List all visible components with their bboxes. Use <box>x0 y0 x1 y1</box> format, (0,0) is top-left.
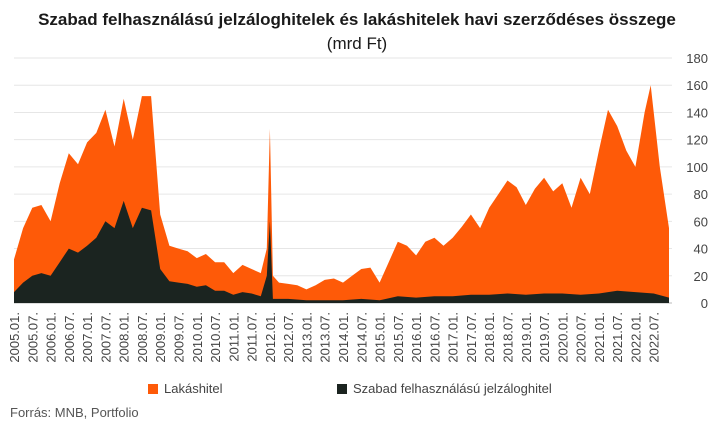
x-tick-label: 2012.07. <box>281 312 296 363</box>
y-tick-label: 80 <box>694 187 708 202</box>
chart-title: Szabad felhasználású jelzáloghitelek és … <box>38 10 676 29</box>
x-tick-label: 2008.07. <box>135 312 150 363</box>
x-tick-label: 2012.01. <box>263 312 278 363</box>
x-axis-ticks: 2005.01. 2005.07. 2006.01. 2006.07. 2007.01.… <box>7 312 662 363</box>
x-tick-label: 2005.07. <box>25 312 40 363</box>
x-tick-label: 2006.07. <box>62 312 77 363</box>
legend-label-lakashitel: Lakáshitel <box>164 381 223 396</box>
y-axis-ticks: 0 20 40 60 80 100 120 140 160 180 <box>686 51 708 311</box>
x-tick-label: 2018.07. <box>501 312 516 363</box>
y-tick-label: 180 <box>686 51 708 66</box>
area-series-szabad-felhasznalasu <box>14 200 669 303</box>
y-tick-label: 60 <box>694 214 708 229</box>
x-tick-label: 2020.01. <box>555 312 570 363</box>
x-tick-label: 2015.07. <box>391 312 406 363</box>
x-tick-label: 2011.07. <box>245 312 260 362</box>
x-tick-label: 2022.07. <box>647 312 662 363</box>
x-tick-label: 2014.07. <box>354 312 369 363</box>
x-tick-label: 2009.01. <box>153 312 168 363</box>
x-tick-label: 2020.07. <box>574 312 589 363</box>
x-tick-label: 2019.07. <box>537 312 552 363</box>
x-tick-label: 2021.01. <box>592 312 607 363</box>
x-tick-label: 2005.01. <box>7 312 22 363</box>
x-tick-label: 2006.01. <box>44 312 59 363</box>
legend-swatch-szabad <box>337 383 347 394</box>
legend-item-szabad: Szabad felhasználású jelzáloghitel <box>337 381 552 396</box>
x-tick-label: 2010.07. <box>208 312 223 363</box>
x-tick-label: 2019.01. <box>519 312 534 363</box>
y-tick-label: 120 <box>686 133 708 148</box>
chart-subtitle: (mrd Ft) <box>326 34 388 53</box>
x-tick-label: 2009.07. <box>172 312 187 363</box>
x-tick-label: 2016.01. <box>409 312 424 363</box>
x-tick-label: 2013.07. <box>318 312 333 363</box>
y-tick-label: 0 <box>701 296 708 311</box>
y-tick-label: 100 <box>686 160 708 175</box>
x-tick-label: 2022.01. <box>628 312 643 363</box>
x-tick-label: 2011.01. <box>226 312 241 362</box>
x-tick-label: 2007.07. <box>98 312 113 363</box>
x-tick-label: 2021.07. <box>610 312 625 363</box>
x-tick-label: 2007.01. <box>80 312 95 363</box>
x-tick-label: 2014.01. <box>336 312 351 363</box>
y-tick-label: 160 <box>686 78 708 93</box>
y-tick-label: 140 <box>686 105 708 120</box>
x-tick-label: 2015.01. <box>373 312 388 363</box>
area-series-lakashitel <box>14 85 669 303</box>
x-tick-label: 2018.01. <box>482 312 497 363</box>
x-tick-label: 2017.07. <box>464 312 479 363</box>
x-tick-label: 2008.01. <box>117 312 132 363</box>
x-tick-label: 2010.01. <box>190 312 205 363</box>
x-tick-label: 2013.01. <box>299 312 314 363</box>
y-tick-label: 20 <box>694 269 708 284</box>
area-series <box>14 85 669 303</box>
source-note: Forrás: MNB, Portfolio <box>10 405 139 420</box>
legend-item-lakashitel: Lakáshitel <box>148 381 223 396</box>
x-tick-label: 2017.01. <box>446 312 461 363</box>
legend-label-szabad: Szabad felhasználású jelzáloghitel <box>353 381 552 396</box>
y-tick-label: 40 <box>694 242 708 257</box>
x-tick-label: 2016.07. <box>427 312 442 363</box>
legend-swatch-lakashitel <box>148 383 158 394</box>
